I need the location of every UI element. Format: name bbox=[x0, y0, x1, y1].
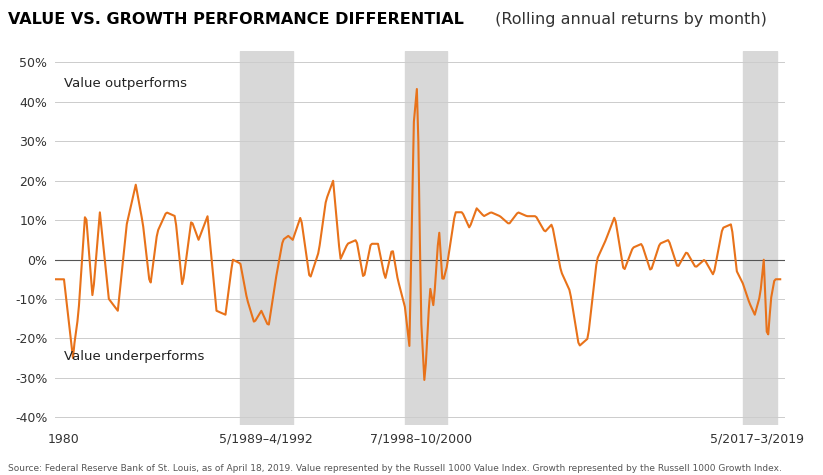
Text: Source: Federal Reserve Bank of St. Louis, as of April 18, 2019. Value represent: Source: Federal Reserve Bank of St. Loui… bbox=[8, 464, 782, 473]
Text: Value outperforms: Value outperforms bbox=[63, 77, 187, 90]
Text: (Rolling annual returns by month): (Rolling annual returns by month) bbox=[490, 12, 766, 27]
Bar bbox=[743, 51, 777, 425]
Bar bbox=[240, 51, 293, 425]
Bar bbox=[405, 51, 447, 425]
Text: Value underperforms: Value underperforms bbox=[63, 350, 204, 363]
Text: VALUE VS. GROWTH PERFORMANCE DIFFERENTIAL: VALUE VS. GROWTH PERFORMANCE DIFFERENTIA… bbox=[8, 12, 464, 27]
